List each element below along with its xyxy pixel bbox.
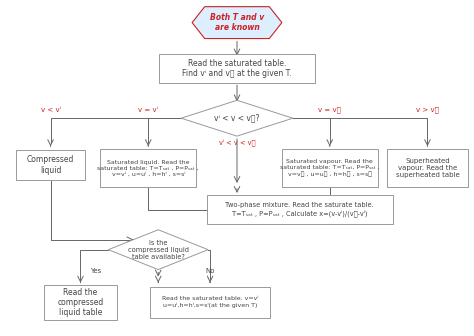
Text: Superheated
vapour. Read the
superheated table: Superheated vapour. Read the superheated…	[396, 158, 459, 178]
Text: Saturated vapour. Read the
saturated table: T=Tₛₐₜ, P=Pₛₐₜ ,
v=vᵲ , u=uᵲ , h=hᵲ : Saturated vapour. Read the saturated tab…	[280, 159, 380, 177]
Text: Both T and v
are known: Both T and v are known	[210, 13, 264, 32]
FancyBboxPatch shape	[16, 150, 85, 180]
Text: Yes: Yes	[90, 267, 101, 274]
FancyBboxPatch shape	[100, 149, 196, 187]
FancyBboxPatch shape	[44, 285, 117, 320]
Text: Compressed
liquid: Compressed liquid	[27, 155, 74, 175]
Text: Saturated liquid. Read the
saturated table: T=Tₛₐₜ , P=Pₛₐₜ ,
v=vⁱ , u=uⁱ , h=hⁱ: Saturated liquid. Read the saturated tab…	[98, 160, 199, 176]
Text: v = vⁱ: v = vⁱ	[138, 107, 158, 113]
Text: Read the saturated table. v=vⁱ
u=uⁱ,h=hⁱ,s=sⁱ(at the given T): Read the saturated table. v=vⁱ u=uⁱ,h=hⁱ…	[162, 296, 258, 308]
Polygon shape	[181, 100, 293, 136]
Text: vⁱ < v < vᵲ: vⁱ < v < vᵲ	[219, 138, 255, 146]
Polygon shape	[109, 230, 208, 269]
Text: Is the
compressed liquid
table available?: Is the compressed liquid table available…	[128, 240, 189, 260]
Text: Read the saturated table.
Find vⁱ and vᵲ at the given T.: Read the saturated table. Find vⁱ and vᵲ…	[182, 59, 292, 78]
FancyBboxPatch shape	[387, 149, 468, 187]
Text: Read the
compressed
liquid table: Read the compressed liquid table	[57, 288, 104, 317]
Text: Two-phase mixture. Read the saturate table.
T=Tₛₐₜ , P=Pₛₐₜ , Calculate x=(v-vⁱ): Two-phase mixture. Read the saturate tab…	[226, 202, 374, 217]
Text: vⁱ < v < vᵲ?: vⁱ < v < vᵲ?	[214, 114, 260, 123]
FancyBboxPatch shape	[150, 287, 270, 318]
Text: v < vⁱ: v < vⁱ	[41, 107, 61, 113]
FancyBboxPatch shape	[159, 54, 315, 83]
Text: v > vᵲ: v > vᵲ	[416, 107, 439, 113]
Text: v = vᵲ: v = vᵲ	[318, 107, 341, 113]
FancyBboxPatch shape	[282, 149, 378, 187]
Text: No: No	[205, 267, 215, 274]
FancyBboxPatch shape	[207, 196, 392, 224]
Polygon shape	[192, 7, 282, 39]
